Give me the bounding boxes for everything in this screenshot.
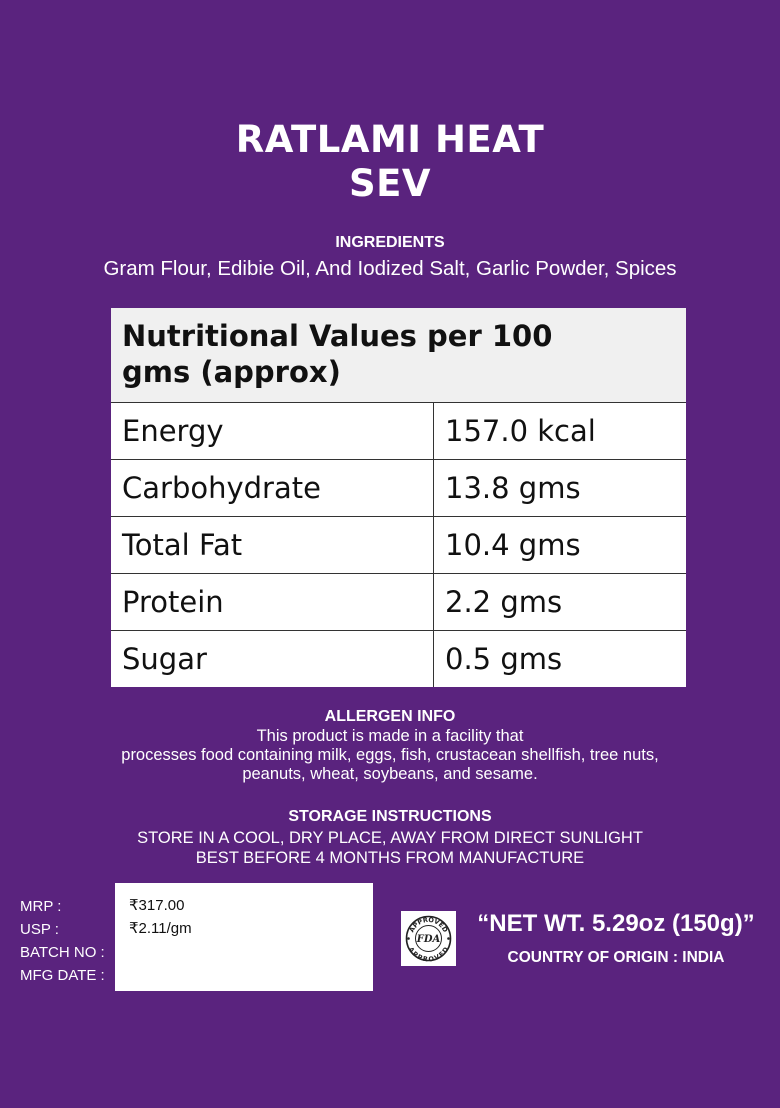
fda-approved-icon: APPROVED APPROVED FDA: [401, 911, 456, 966]
table-row: Energy 157.0 kcal: [111, 402, 686, 460]
nutrient-value: 10.4 gms: [433, 516, 686, 574]
table-row: Carbohydrate 13.8 gms: [111, 459, 686, 517]
storage-heading: STORAGE INSTRUCTIONS: [288, 808, 492, 825]
table-row: Total Fat 10.4 gms: [111, 516, 686, 574]
nutrient-label: Energy: [111, 402, 434, 460]
nutrient-label: Protein: [111, 573, 434, 631]
country-of-origin: COUNTRY OF ORIGIN : INDIA: [507, 949, 725, 966]
usp-label: USP :: [20, 921, 59, 938]
svg-text:FDA: FDA: [416, 934, 441, 945]
mrp-label: MRP :: [20, 898, 62, 915]
usp-value: ₹2.11/gm: [129, 920, 192, 937]
nutrient-label: Sugar: [111, 630, 434, 687]
product-title: RATLAMI HEAT SEV: [0, 118, 780, 206]
allergen-text: This product is made in a facility that …: [40, 727, 740, 784]
allergen-heading: ALLERGEN INFO: [324, 708, 456, 725]
nutrition-table: Nutritional Values per 100 gms (approx) …: [111, 308, 686, 687]
nutrition-heading-line2: gms (approx): [122, 355, 341, 389]
table-row: Protein 2.2 gms: [111, 573, 686, 631]
storage-text: STORE IN A COOL, DRY PLACE, AWAY FROM DI…: [0, 828, 780, 868]
allergen-line1: This product is made in a facility that: [256, 727, 524, 745]
batch-label: BATCH NO :: [20, 944, 105, 961]
pricing-labels: MRP : USP : BATCH NO : MFG DATE :: [20, 895, 105, 987]
nutrient-value: 2.2 gms: [433, 573, 686, 631]
nutrient-value: 13.8 gms: [433, 459, 686, 517]
storage-line2: BEST BEFORE 4 MONTHS FROM MANUFACTURE: [195, 849, 585, 867]
nutrition-heading-line1: Nutritional Values per 100: [122, 319, 553, 353]
pricing-box: ₹317.00 ₹2.11/gm: [115, 883, 373, 991]
nutrition-header-row: Nutritional Values per 100 gms (approx): [111, 308, 686, 403]
allergen-line3: peanuts, wheat, soybeans, and sesame.: [242, 765, 538, 783]
product-title-line2: SEV: [348, 162, 432, 205]
table-row: Sugar 0.5 gms: [111, 630, 686, 687]
nutrition-heading: Nutritional Values per 100 gms (approx): [111, 308, 686, 403]
nutrient-value: 0.5 gms: [433, 630, 686, 687]
fda-seal-icon: APPROVED APPROVED FDA: [405, 915, 452, 963]
nutrient-label: Carbohydrate: [111, 459, 434, 517]
mfg-date-label: MFG DATE :: [20, 967, 105, 984]
nutrient-label: Total Fat: [111, 516, 434, 574]
ingredients-heading: INGREDIENTS: [335, 234, 445, 251]
product-title-line1: RATLAMI HEAT: [235, 118, 545, 161]
allergen-line2: processes food containing milk, eggs, fi…: [121, 746, 659, 764]
net-weight: “NET WT. 5.29oz (150g)”: [477, 910, 755, 937]
mrp-value: ₹317.00: [129, 897, 185, 914]
svg-text:APPROVED: APPROVED: [407, 945, 451, 963]
storage-line1: STORE IN A COOL, DRY PLACE, AWAY FROM DI…: [137, 829, 643, 847]
ingredients-text: Gram Flour, Edibie Oil, And Iodized Salt…: [103, 257, 677, 280]
nutrient-value: 157.0 kcal: [433, 402, 686, 460]
